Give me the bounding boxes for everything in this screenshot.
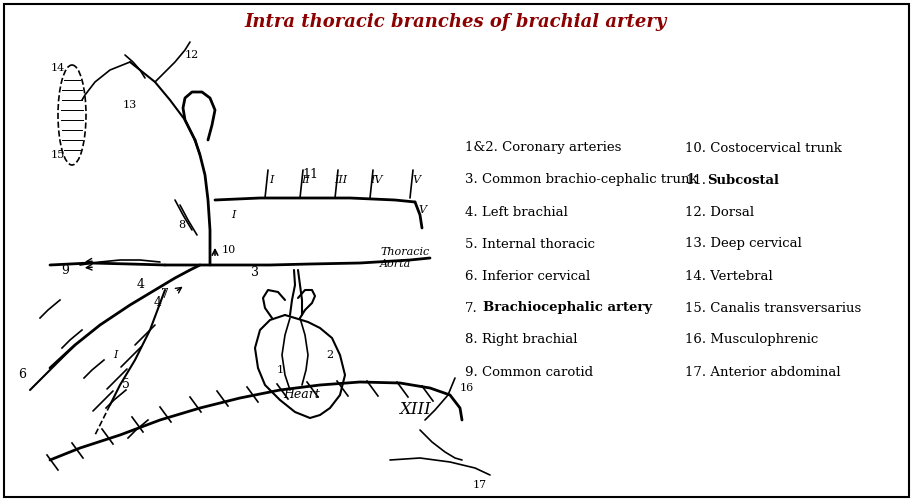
Text: 1: 1	[277, 365, 284, 375]
Text: Thoracic: Thoracic	[380, 247, 429, 257]
Text: 5. Internal thoracic: 5. Internal thoracic	[465, 237, 595, 250]
Text: I: I	[113, 350, 118, 360]
Text: 10: 10	[222, 245, 236, 255]
Text: 5: 5	[122, 378, 130, 391]
Text: 4: 4	[154, 297, 162, 310]
Text: 13. Deep cervical: 13. Deep cervical	[685, 237, 802, 250]
Text: 12. Dorsal: 12. Dorsal	[685, 205, 754, 218]
Text: 6. Inferior cervical: 6. Inferior cervical	[465, 270, 590, 283]
Text: Brachiocephalic artery: Brachiocephalic artery	[483, 302, 652, 315]
Text: Aorta: Aorta	[380, 259, 411, 269]
Text: 8. Right brachial: 8. Right brachial	[465, 334, 578, 347]
Text: Intra thoracic branches of brachial artery: Intra thoracic branches of brachial arte…	[245, 13, 667, 31]
Text: Subcostal: Subcostal	[707, 173, 779, 186]
Text: 14: 14	[51, 63, 65, 73]
Text: I: I	[231, 210, 236, 220]
Text: 9: 9	[61, 264, 69, 277]
Text: II: II	[301, 175, 310, 185]
Text: 16. Musculophrenic: 16. Musculophrenic	[685, 334, 818, 347]
Text: 7: 7	[161, 289, 169, 302]
Text: 9. Common carotid: 9. Common carotid	[465, 366, 593, 378]
Text: 11: 11	[302, 168, 318, 181]
Text: 17: 17	[473, 480, 487, 490]
Text: 1&2. Coronary arteries: 1&2. Coronary arteries	[465, 141, 622, 154]
Text: 3: 3	[251, 266, 259, 279]
Text: III: III	[334, 175, 348, 185]
Text: 4: 4	[137, 279, 145, 292]
Text: 7.: 7.	[465, 302, 477, 315]
Text: 4. Left brachial: 4. Left brachial	[465, 205, 568, 218]
Text: 14. Vertebral: 14. Vertebral	[685, 270, 772, 283]
Text: 10. Costocervical trunk: 10. Costocervical trunk	[685, 141, 842, 154]
Text: 13: 13	[123, 100, 137, 110]
Text: V: V	[418, 205, 426, 215]
Text: 12: 12	[185, 50, 199, 60]
Text: 17. Anterior abdominal: 17. Anterior abdominal	[685, 366, 841, 378]
Text: 11.: 11.	[685, 173, 706, 186]
Text: 15: 15	[51, 150, 65, 160]
Text: I: I	[268, 175, 273, 185]
Text: V: V	[412, 175, 420, 185]
Text: 6: 6	[18, 369, 26, 381]
Text: 15. Canalis transversarius: 15. Canalis transversarius	[685, 302, 861, 315]
Text: IV: IV	[370, 175, 383, 185]
Text: 3. Common brachio-cephalic trunk: 3. Common brachio-cephalic trunk	[465, 173, 698, 186]
Text: XIII: XIII	[399, 401, 431, 418]
Text: 8: 8	[178, 220, 185, 230]
Text: Heart: Heart	[284, 388, 320, 401]
Text: 16: 16	[460, 383, 474, 393]
Text: 2: 2	[327, 350, 333, 360]
